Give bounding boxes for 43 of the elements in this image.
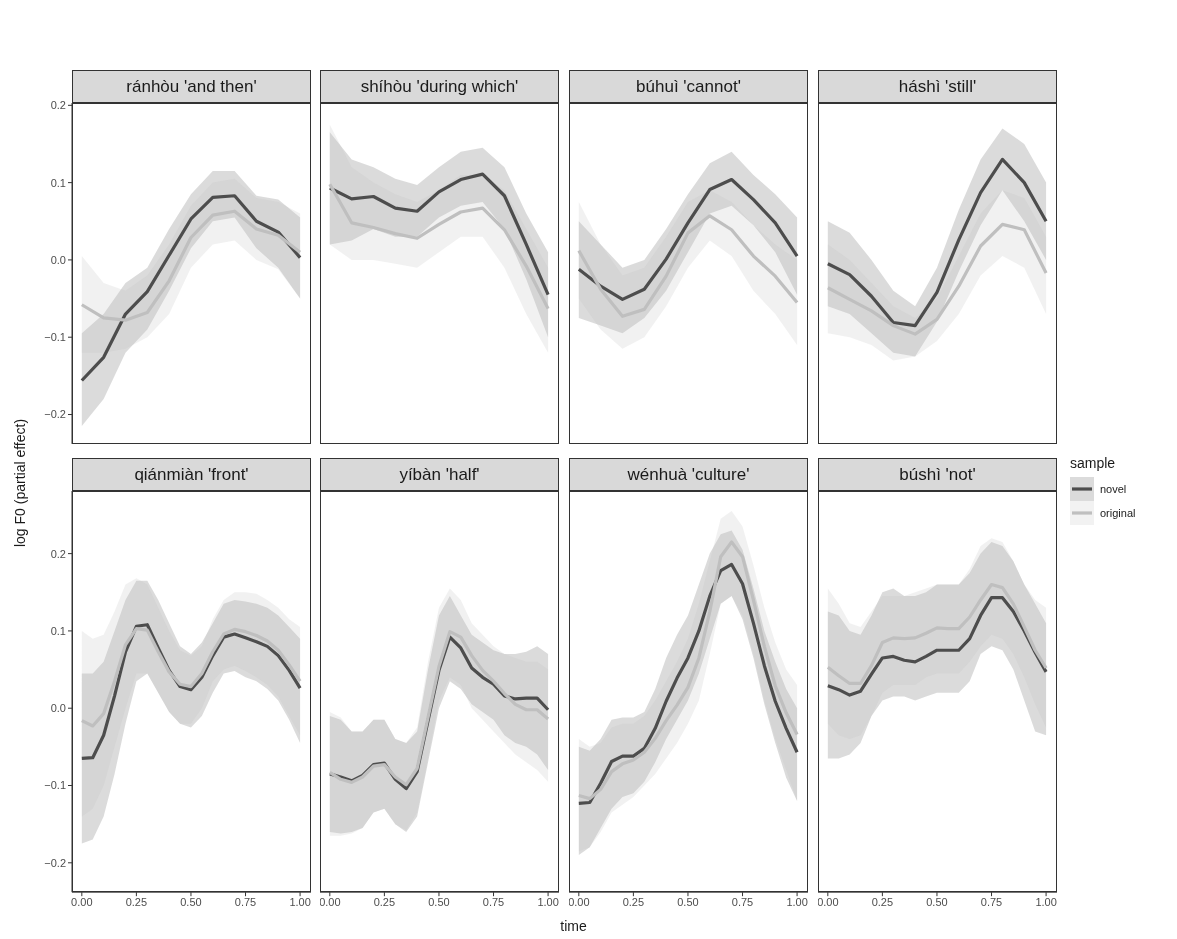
chart-title: háshì 'still' xyxy=(818,70,1057,103)
chart-title: shíhòu 'during which' xyxy=(320,70,559,103)
y-tick-label: 0.1 xyxy=(50,624,66,637)
x-tick-label: 0.25 xyxy=(871,895,894,908)
x-tick-label: 0.50 xyxy=(926,895,948,908)
x-tick-label: 0.00 xyxy=(817,895,839,908)
x-tick-label: 1.00 xyxy=(537,895,559,908)
y-tick-label: 0.2 xyxy=(50,99,66,112)
x-tick-label: 0.25 xyxy=(622,895,645,908)
y-tick-label: −0.2 xyxy=(44,856,66,869)
x-tick-label: 0.25 xyxy=(125,895,148,908)
y-tick-label: 0.0 xyxy=(50,702,66,715)
x-tick-label: 0.00 xyxy=(319,895,341,908)
chart-title: wénhuà 'culture' xyxy=(569,458,808,491)
x-tick-label: 1.00 xyxy=(289,895,311,908)
chart-title: yíbàn 'half' xyxy=(320,458,559,491)
legend-title: sample xyxy=(1070,455,1117,471)
x-tick-label: 0.50 xyxy=(677,895,699,908)
y-tick-label: 0.2 xyxy=(50,547,66,560)
y-tick-label: −0.1 xyxy=(44,779,66,792)
x-tick-label: 0.75 xyxy=(731,895,754,908)
x-tick-label: 1.00 xyxy=(1035,895,1057,908)
legend-label: novel xyxy=(1100,483,1127,495)
x-axis-title: time xyxy=(559,918,588,934)
y-tick-label: 0.1 xyxy=(50,176,66,189)
x-tick-label: 0.50 xyxy=(180,895,202,908)
x-tick-label: 1.00 xyxy=(786,895,808,908)
chart-title: búhuì 'cannot' xyxy=(569,70,808,103)
y-tick-label: 0.0 xyxy=(50,253,66,266)
chart-title: búshì 'not' xyxy=(818,458,1057,491)
x-tick-label: 0.75 xyxy=(980,895,1003,908)
y-axis-title: log F0 (partial effect) xyxy=(12,418,28,548)
chart-title: ránhòu 'and then' xyxy=(72,70,311,103)
x-tick-label: 0.00 xyxy=(568,895,590,908)
x-tick-label: 0.75 xyxy=(482,895,505,908)
x-tick-label: 0.50 xyxy=(428,895,450,908)
legend-label: original xyxy=(1100,507,1136,519)
y-tick-label: −0.1 xyxy=(44,331,66,344)
x-tick-label: 0.75 xyxy=(234,895,257,908)
chart-title: qiánmiàn 'front' xyxy=(72,458,311,491)
x-tick-label: 0.00 xyxy=(71,895,93,908)
y-tick-label: −0.2 xyxy=(44,408,66,421)
x-tick-label: 0.25 xyxy=(373,895,396,908)
